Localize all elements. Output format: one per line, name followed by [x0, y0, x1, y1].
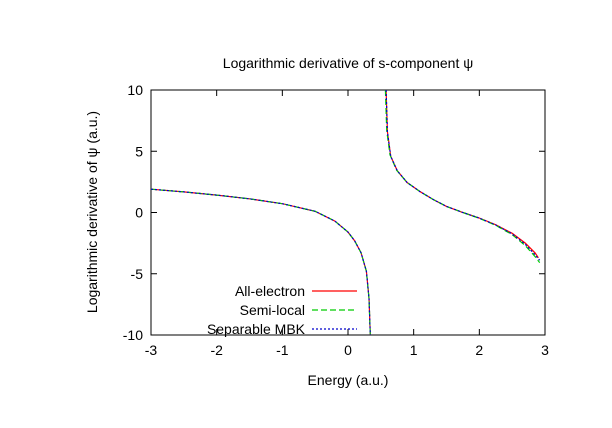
y-tick-label: 0 — [135, 205, 143, 221]
y-tick-label: 10 — [127, 82, 143, 98]
plot-area — [150, 89, 546, 336]
series-group — [151, 90, 541, 335]
y-axis: -10 -5 0 5 10 — [123, 82, 545, 343]
x-tick-label: -3 — [145, 342, 158, 358]
legend: All-electron Semi-local Separable MBK — [207, 283, 357, 337]
y-tick-label: -10 — [123, 327, 143, 343]
y-tick-label: -5 — [131, 266, 144, 282]
x-tick-label: 2 — [475, 342, 483, 358]
series-line-all-electron-branch-2 — [385, 90, 539, 259]
series-line-separable-mbk-branch-2 — [385, 90, 541, 261]
x-tick-label: 0 — [344, 342, 352, 358]
x-tick-label: -1 — [276, 342, 289, 358]
legend-label-all-electron: All-electron — [235, 283, 305, 299]
x-axis-title: Energy (a.u.) — [308, 372, 389, 388]
series-line-separable-mbk-branch-1 — [151, 188, 371, 335]
legend-label-separable-mbk: Separable MBK — [207, 321, 306, 337]
legend-label-semi-local: Semi-local — [240, 302, 305, 318]
chart-title: Logarithmic derivative of s-component ψ — [223, 55, 473, 71]
x-axis: -3 -2 -1 0 1 2 3 — [145, 90, 549, 358]
y-tick-label: 5 — [135, 143, 143, 159]
x-tick-label: -2 — [210, 342, 223, 358]
y-axis-title: Logarithmic derivative of ψ (a.u.) — [84, 111, 100, 313]
series-line-semi-local-branch-2 — [384, 90, 541, 264]
plot-frame — [150, 89, 546, 336]
x-tick-label: 3 — [541, 342, 549, 358]
x-tick-label: 1 — [410, 342, 418, 358]
